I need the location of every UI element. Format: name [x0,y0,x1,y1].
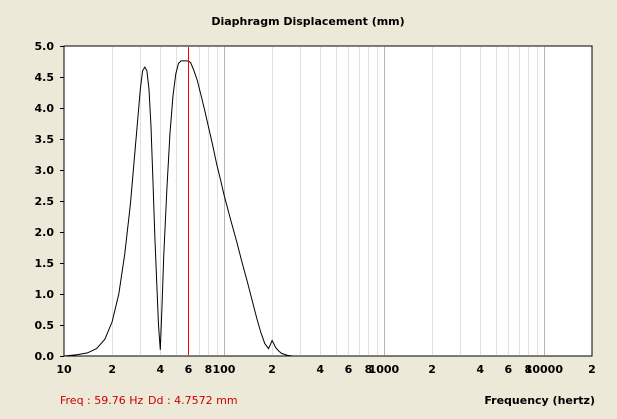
x-tick-label: 8 [525,363,533,376]
freq-readout: Freq : 59.76 Hz [60,394,144,407]
plot-area[interactable] [63,45,593,357]
y-tick-label: 1.0 [35,288,55,301]
y-tick-label: 3.0 [35,164,55,177]
displacement-curve [63,60,301,357]
x-tick-label: 4 [156,363,164,376]
x-tick-label: 8 [365,363,373,376]
y-tick-label: 4.0 [35,102,55,115]
y-tick-label: 0.5 [35,319,55,332]
x-tick-label: 10000 [525,363,564,376]
y-tick-marks [60,46,64,357]
y-tick-labels: 0.0 0.5 1.0 1.5 2.0 2.5 3.0 3.5 4.0 4.5 5.0 [35,40,55,363]
chart-title: Diaphragm Displacement (mm) [211,15,404,28]
y-tick-label: 2.5 [35,195,55,208]
x-tick-label: 4 [316,363,324,376]
x-tick-label: 6 [185,363,193,376]
x-tick-label: 4 [476,363,484,376]
x-tick-label: 100 [212,363,235,376]
x-tick-label: 6 [345,363,353,376]
x-tick-label: 6 [505,363,513,376]
y-tick-label: 4.5 [35,71,55,84]
y-tick-label: 5.0 [35,40,55,53]
y-tick-label: 1.5 [35,257,55,270]
x-tick-label: 8 [205,363,213,376]
x-tick-label: 2 [588,363,596,376]
x-tick-label: 2 [108,363,116,376]
x-axis-label: Frequency (hertz) [484,394,595,407]
x-tick-label: 10 [56,363,72,376]
vertical-grid [112,47,545,355]
x-tick-label: 1000 [369,363,400,376]
dd-readout: Dd : 4.7572 mm [148,394,238,407]
x-tick-label: 2 [268,363,276,376]
y-tick-label: 0.0 [35,350,55,363]
y-tick-label: 2.0 [35,226,55,239]
x-tick-label: 2 [428,363,436,376]
y-tick-label: 3.5 [35,133,55,146]
